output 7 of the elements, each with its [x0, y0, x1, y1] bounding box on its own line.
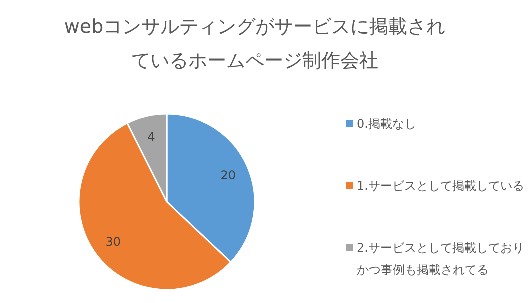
chart-title: webコンサルティングがサービスに掲載されているホームページ制作会社	[64, 16, 446, 72]
legend-label: 0.掲載なし	[357, 117, 416, 131]
data-label: 4	[148, 130, 156, 144]
data-label: 20	[220, 168, 236, 183]
data-label: 30	[106, 234, 121, 249]
legend-label: 1.サービスとして掲載している	[357, 179, 524, 193]
legend-label: 2.サービスとして掲載しておりかつ事例も掲載されてる	[357, 241, 524, 277]
